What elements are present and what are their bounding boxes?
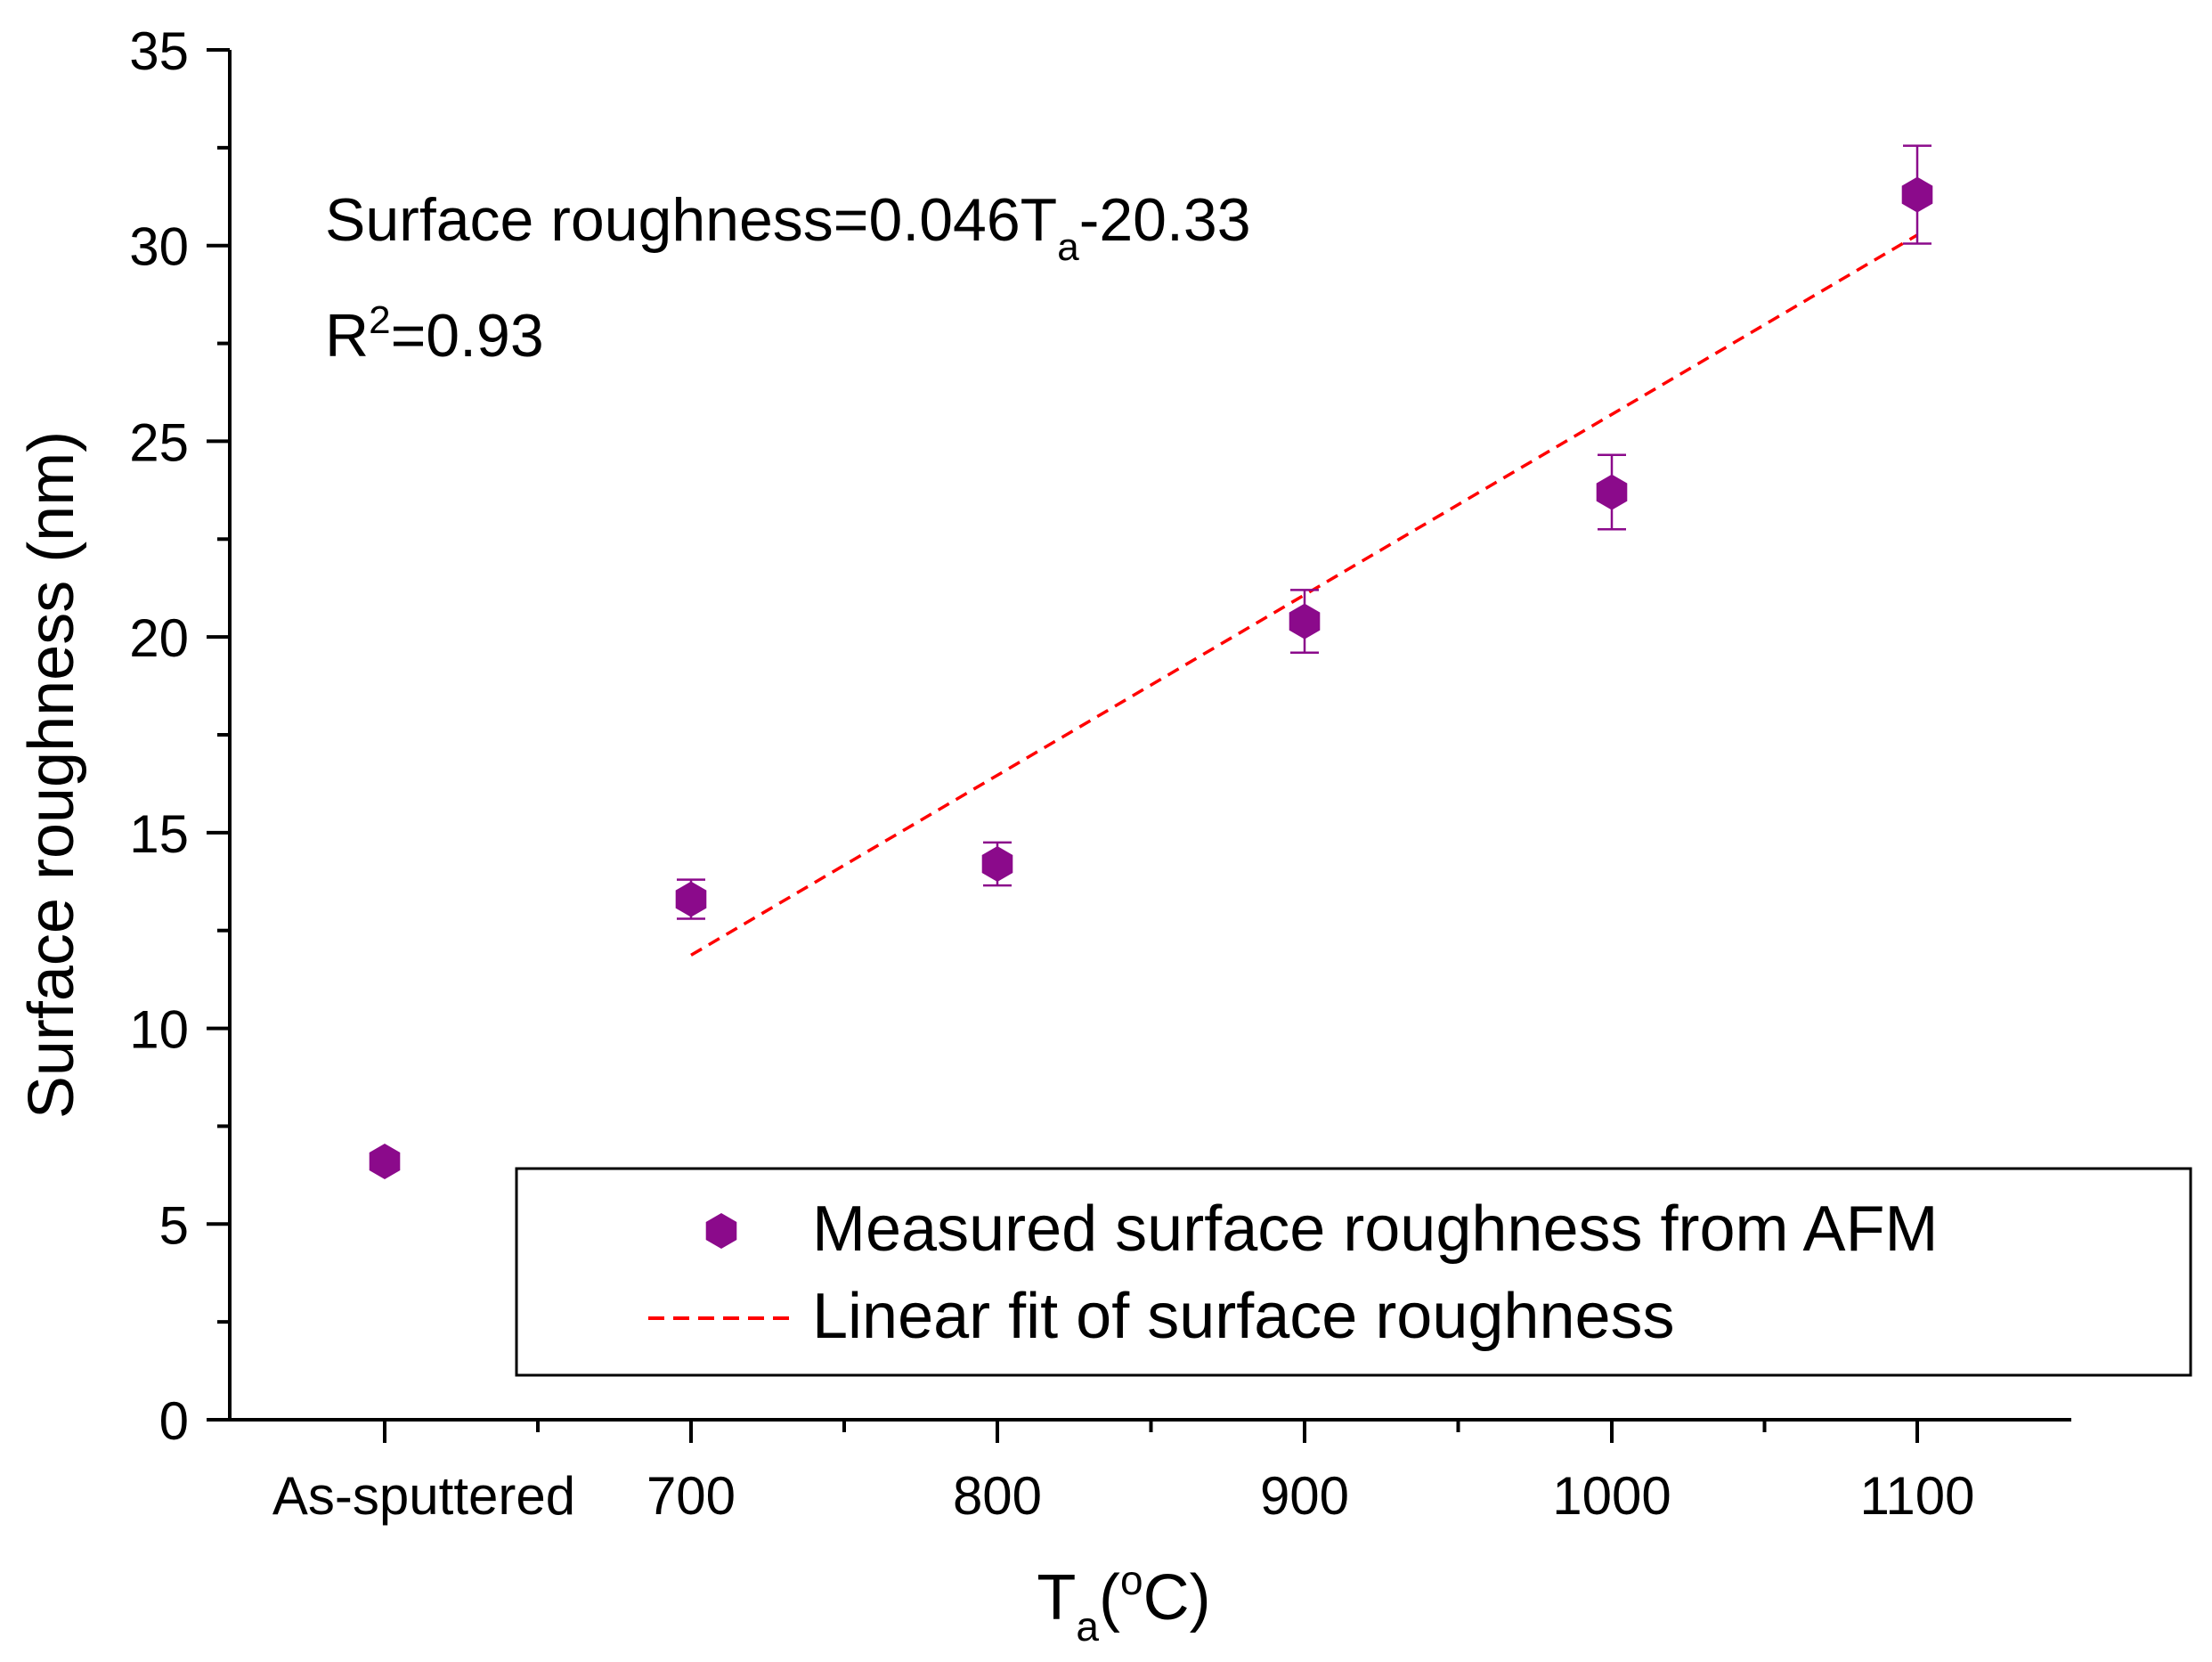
x-axis-ticks: As-sputtered 700 800 900 1000 1100 (272, 1420, 1975, 1526)
r-squared-suffix: =0.93 (391, 302, 544, 370)
equation-annotation: Surface roughness=0.046Ta-20.33 (325, 186, 1251, 269)
y-tick-label: 0 (159, 1391, 189, 1451)
x-tick-label: 900 (1260, 1466, 1349, 1526)
equation-prefix: Surface roughness=0.046T (325, 186, 1057, 254)
legend-label-measured: Measured surface roughness from AFM (812, 1194, 1939, 1265)
data-point-As-sputtered (369, 1144, 401, 1179)
legend: Measured surface roughness from AFM Line… (515, 1167, 2192, 1377)
x-tick-label: 1100 (1859, 1466, 1974, 1526)
data-point-800 (981, 846, 1013, 882)
y-tick-label: 35 (129, 21, 189, 81)
x-tick-label: As-sputtered (272, 1466, 575, 1526)
y-tick-label: 15 (129, 804, 189, 864)
fit-line (690, 233, 1918, 957)
y-tick-label: 10 (129, 1000, 189, 1060)
x-label-open: ( (1099, 1562, 1120, 1633)
x-tick-label: 800 (953, 1466, 1042, 1526)
equation-subscript: a (1057, 225, 1079, 269)
data-point-1100 (1901, 176, 1933, 213)
y-axis-ticks: 0 5 10 15 20 25 30 35 (129, 21, 230, 1451)
r-squared-superscript: 2 (369, 298, 390, 342)
r-squared-annotation: R2=0.93 (325, 298, 544, 370)
equation-suffix: -20.33 (1079, 186, 1251, 254)
x-label-superscript: o (1120, 1557, 1143, 1603)
legend-label-fit: Linear fit of surface roughness (812, 1281, 1675, 1352)
y-tick-label: 20 (129, 608, 189, 668)
r-squared-prefix: R (325, 302, 369, 370)
y-tick-label: 5 (159, 1195, 189, 1255)
data-point-1000 (1596, 474, 1628, 510)
data-point-900 (1289, 603, 1321, 640)
legend-box (515, 1167, 2192, 1377)
x-axis-label: Ta(oC) (1037, 1557, 1210, 1650)
x-tick-label: 700 (647, 1466, 736, 1526)
x-label-close: C) (1143, 1562, 1211, 1633)
y-tick-label: 30 (129, 217, 189, 277)
x-label-subscript: a (1076, 1603, 1099, 1650)
data-points-layer (369, 144, 1933, 1179)
x-tick-label: 1000 (1552, 1466, 1671, 1526)
data-point-700 (675, 881, 707, 917)
y-axis-label: Surface roughness (nm) (16, 431, 87, 1119)
x-label-base: T (1037, 1562, 1076, 1633)
fit-line-layer (690, 233, 1918, 957)
legend-marker-hexagon (705, 1213, 737, 1249)
y-tick-label: 25 (129, 412, 189, 472)
